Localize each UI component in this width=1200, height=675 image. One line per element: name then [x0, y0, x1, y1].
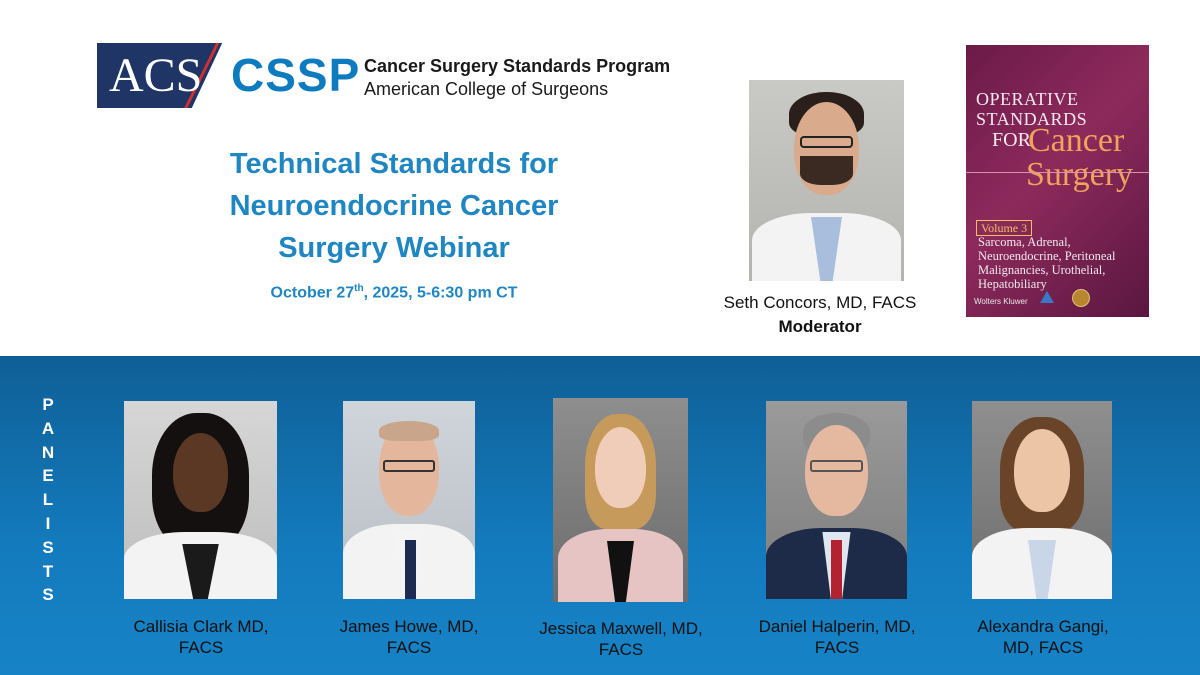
panelist-name: Jessica Maxwell, MD, FACS — [539, 619, 703, 659]
date-prefix: October 27 — [270, 284, 355, 302]
panelist-photo — [972, 401, 1112, 599]
book-title-surgery: Surgery — [1026, 156, 1134, 193]
book-logo-icon — [1040, 291, 1054, 303]
book-cover: Operative Standards FOR Cancer Surgery V… — [966, 45, 1149, 317]
program-name: Cancer Surgery Standards Program — [364, 56, 671, 76]
webinar-date: October 27th, 2025, 5-6:30 pm CT — [200, 283, 588, 302]
logo-acs-text: ACS — [109, 49, 203, 102]
book-title-operative: Operative Standards — [976, 89, 1088, 129]
panelist-name: Daniel Halperin, MD, FACS — [758, 617, 916, 657]
panelist-name: James Howe, MD, FACS — [339, 617, 479, 657]
book-volume: Volume 3 — [976, 220, 1033, 236]
title-line: Neuroendocrine Cancer — [229, 190, 559, 222]
org-name: American College of Surgeons — [364, 79, 609, 99]
panelist-photo — [766, 401, 907, 599]
book-band — [966, 172, 1149, 173]
panelist-name: Alexandra Gangi, MD, FACS — [977, 617, 1109, 657]
date-suffix: , 2025, 5-6:30 pm CT — [363, 284, 518, 302]
book-topics: Sarcoma, Adrenal, Neuroendocrine, Perito… — [978, 235, 1116, 291]
moderator-name: Seth Concors, MD, FACS — [723, 293, 917, 312]
date-suffix-sup: th — [354, 283, 364, 294]
title-line: Technical Standards for — [229, 148, 559, 180]
book-title-cancer: Cancer — [1028, 122, 1125, 159]
moderator-role: Moderator — [778, 317, 862, 336]
book-title-for: FOR — [992, 129, 1031, 151]
panelist-photo — [553, 398, 688, 602]
panelist-name: Callisia Clark MD, FACS — [133, 617, 269, 657]
panelists-label: P A N E L I S T S — [41, 395, 55, 605]
title-line: Surgery Webinar — [278, 232, 510, 264]
panelist-photo — [343, 401, 475, 599]
top-section: ACS CSSP Cancer Surgery Standards Progra… — [97, 43, 1149, 336]
panelist-photo — [124, 401, 277, 599]
logo-cssp-text: CSSP — [231, 49, 361, 101]
acs-logo: ACS — [97, 43, 225, 108]
webinar-title: Technical Standards for Neuroendocrine C… — [200, 143, 588, 269]
moderator-photo — [749, 80, 904, 281]
acs-seal-icon — [1072, 289, 1090, 307]
book-publisher: Wolters Kluwer — [974, 297, 1028, 306]
